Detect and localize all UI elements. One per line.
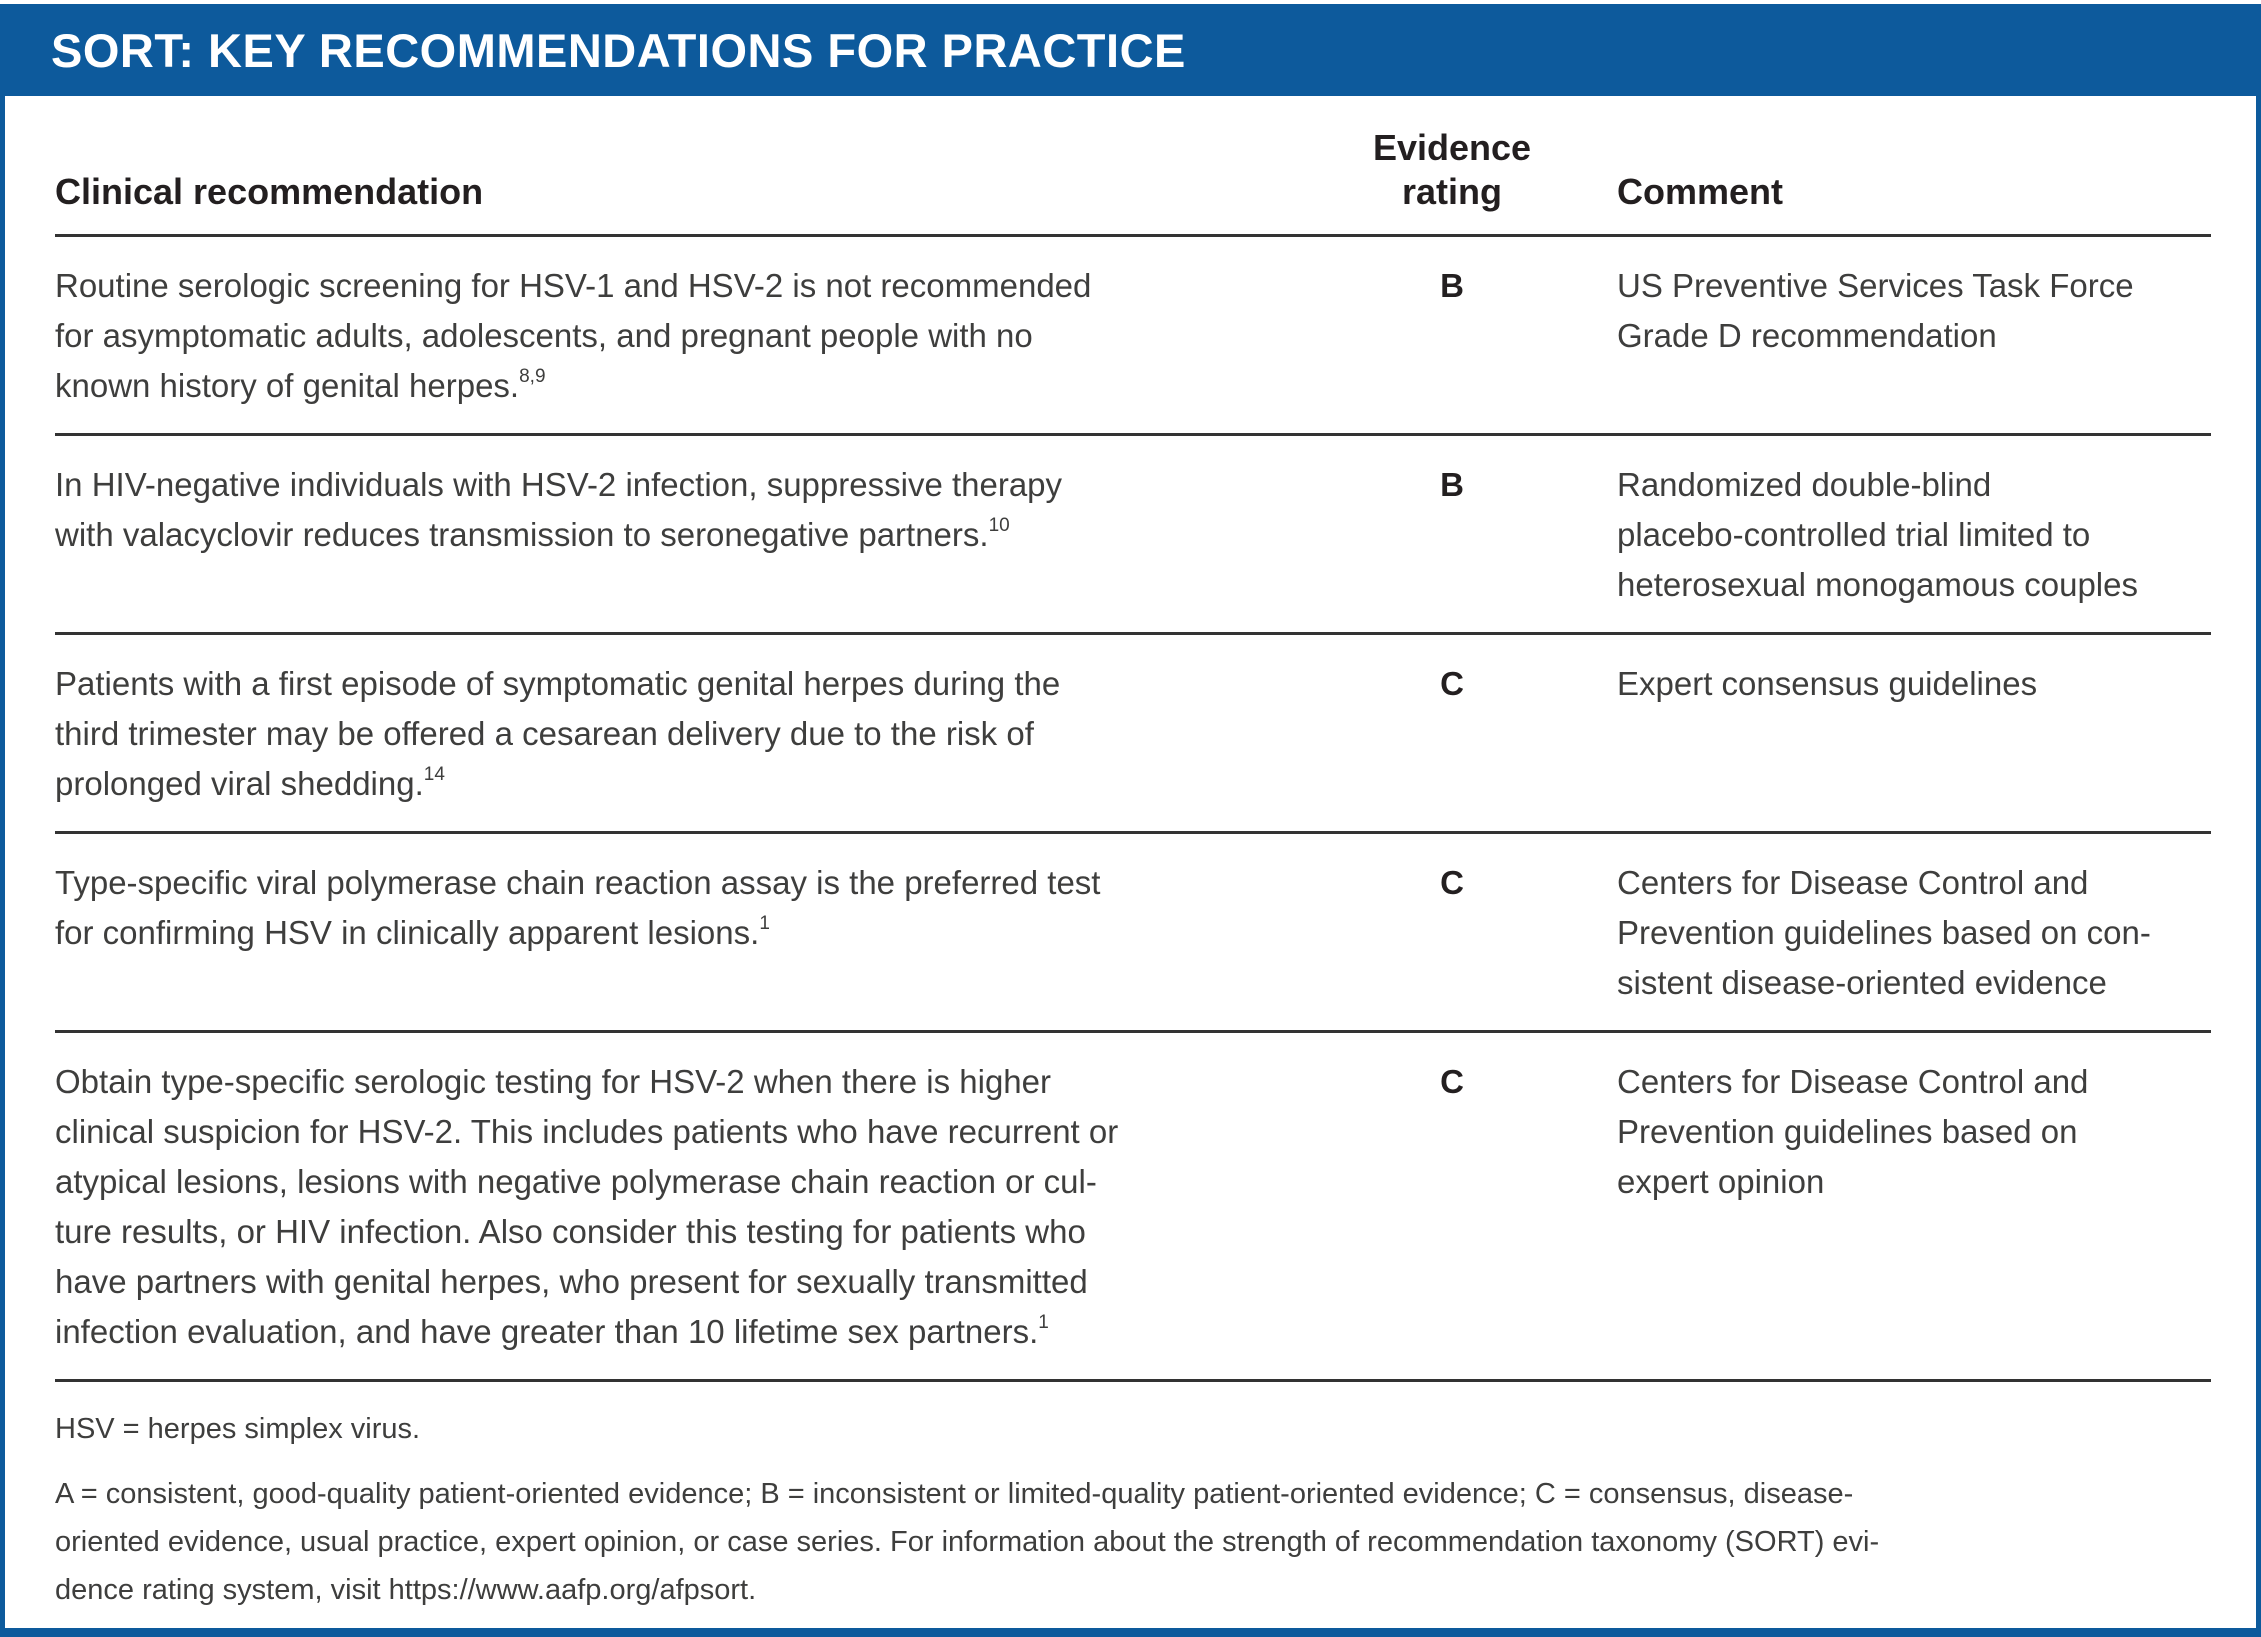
footnote-sort-definition: A = consistent, good-quality patient-ori… [55,1470,2211,1614]
reference-superscript: 10 [988,515,1010,536]
recommendation-cell: Obtain type-specific serologic testing f… [55,1057,1287,1357]
recommendations-table: Clinical recommendation Evidence rating … [5,96,2256,1614]
comment-cell: Expert consensus guidelines [1617,665,2038,702]
evidence-rating: B [1440,466,1464,503]
recommendation-text: Patients with a first episode of symptom… [55,665,1061,802]
sort-table-card: SORT: KEY RECOMMENDATIONS FOR PRACTICE C… [0,4,2261,1637]
evidence-rating: B [1440,267,1464,304]
footnote-abbreviation: HSV = herpes simplex virus. [55,1413,421,1445]
table-row: In HIV-negative individuals with HSV-2 i… [55,436,2211,635]
table-row: Patients with a first episode of symptom… [55,635,2211,834]
recommendation-cell: Patients with a first episode of symptom… [55,659,1287,809]
table-row: Type-specific viral polymerase chain rea… [55,834,2211,1033]
footnote-sort-text: A = consistent, good-quality patient-ori… [55,1478,1880,1606]
column-header-clinical-recommendation: Clinical recommendation [55,171,484,212]
column-header-row: Clinical recommendation Evidence rating … [55,96,2211,237]
afpsort-url[interactable]: https://www.aafp.org/afpsort [388,1574,749,1606]
comment-cell: Randomized double-blind placebo-controll… [1617,466,2138,603]
recommendation-cell: Routine serologic screening for HSV-1 an… [55,261,1287,411]
comment-cell: Centers for Disease Control and Preventi… [1617,1063,2089,1200]
recommendation-text: Routine serologic screening for HSV-1 an… [55,267,1092,404]
evidence-rating: C [1440,1063,1464,1100]
reference-superscript: 8,9 [519,366,546,387]
evidence-rating: C [1440,665,1464,702]
recommendation-text: In HIV-negative individuals with HSV-2 i… [55,466,1063,553]
recommendation-cell: Type-specific viral polymerase chain rea… [55,858,1287,1008]
column-header-evidence-rating: Evidence rating [1372,127,1532,212]
recommendation-text: Obtain type-specific serologic testing f… [55,1063,1119,1350]
header-bar: SORT: KEY RECOMMENDATIONS FOR PRACTICE [5,4,2256,96]
table-title: SORT: KEY RECOMMENDATIONS FOR PRACTICE [51,23,1186,77]
table-row: Obtain type-specific serologic testing f… [55,1033,2211,1382]
evidence-rating: C [1440,864,1464,901]
reference-superscript: 1 [1038,1312,1049,1333]
recommendation-text: Type-specific viral polymerase chain rea… [55,864,1101,951]
footnote-period: . [748,1574,757,1606]
column-header-comment: Comment [1617,171,1784,212]
reference-superscript: 1 [759,913,770,934]
table-row: Routine serologic screening for HSV-1 an… [55,237,2211,436]
recommendation-cell: In HIV-negative individuals with HSV-2 i… [55,460,1287,610]
comment-cell: US Preventive Services Task Force Grade … [1617,267,2134,354]
footnotes-section: HSV = herpes simplex virus. A = consiste… [55,1382,2211,1614]
reference-superscript: 14 [423,764,445,785]
comment-cell: Centers for Disease Control and Preventi… [1617,864,2151,1001]
